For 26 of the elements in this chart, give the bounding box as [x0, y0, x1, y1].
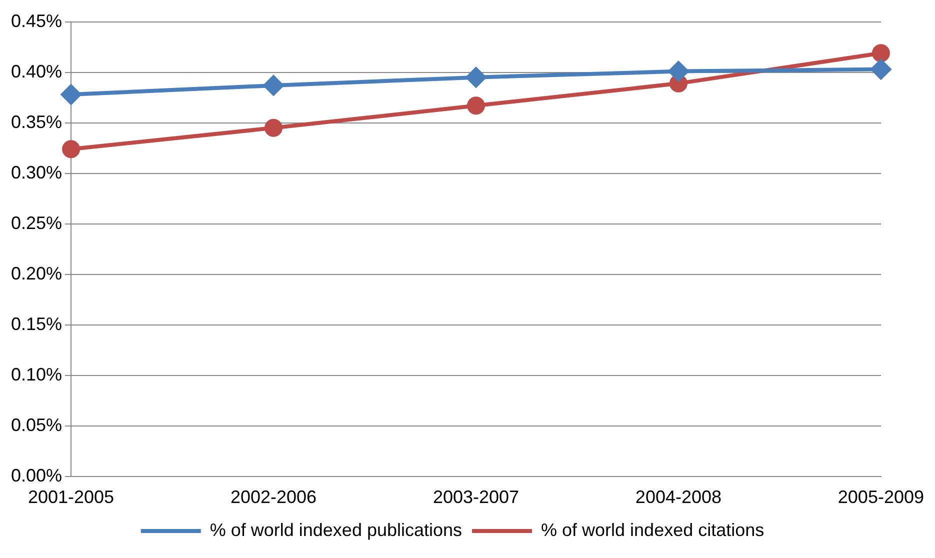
y-tick-label: 0.10% [10, 364, 62, 384]
point [872, 44, 890, 62]
point [467, 96, 485, 115]
y-tick-label: 0.00% [10, 465, 62, 486]
y-tick-label: 0.25% [10, 212, 62, 233]
y-tick-label: 0.20% [10, 263, 62, 284]
point [668, 61, 688, 82]
point [62, 140, 80, 158]
x-tick-label: 2001-2005 [28, 487, 114, 508]
x-tick-label: 2004-2008 [635, 487, 722, 508]
y-tick-label: 0.30% [10, 162, 62, 182]
point [61, 84, 82, 105]
x-tick-label: 2005-2009 [838, 487, 924, 508]
y-tick-label: 0.35% [10, 112, 62, 132]
x-tick-label: 2003-2007 [432, 487, 520, 508]
y-tick-label: 0.05% [10, 414, 62, 435]
y-tick-label: 0.40% [10, 61, 62, 82]
point [264, 75, 284, 96]
y-tick-label: 0.45% [10, 10, 62, 31]
point [466, 67, 486, 88]
x-tick-label: 2002-2006 [230, 487, 317, 508]
legend-label: % of world indexed citations [541, 520, 764, 540]
point [870, 59, 891, 80]
y-tick-label: 0.15% [10, 314, 62, 334]
point [264, 118, 283, 137]
legend-label: % of world indexed publications [210, 520, 462, 540]
